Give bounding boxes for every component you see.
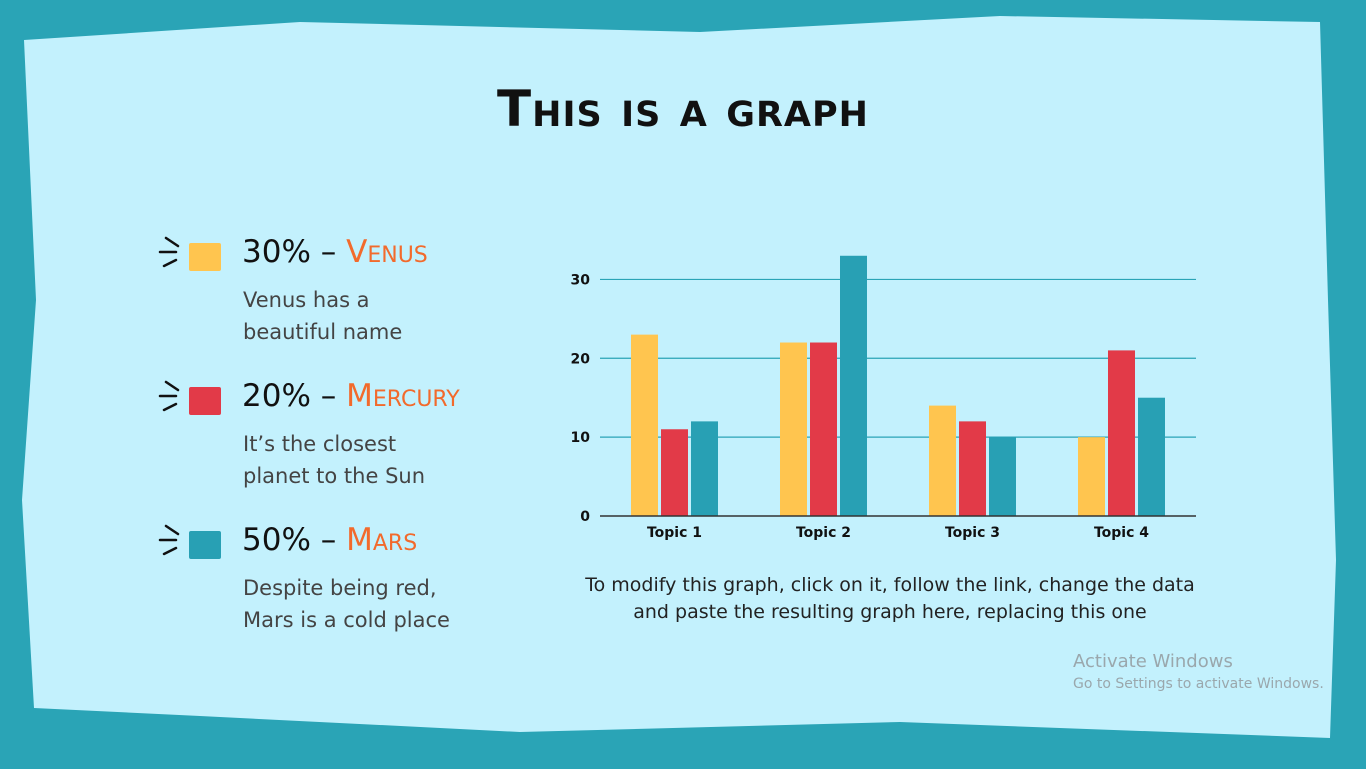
- legend-name: Mercury: [346, 378, 460, 414]
- legend-item-venus: 30% – Venus Venus has a beautiful name: [158, 234, 498, 366]
- x-tick-label: Topic 4: [1094, 525, 1149, 541]
- bar-chart[interactable]: 0 10 20 30 Topic 1 Topic 2 Topic 3 Topic 4: [560, 240, 1210, 550]
- legend-separator: –: [310, 234, 347, 270]
- tick-marks-icon: [158, 236, 180, 268]
- legend-swatch-mercury: [189, 387, 221, 415]
- activate-windows-watermark: Activate Windows Go to Settings to activ…: [1073, 651, 1324, 692]
- bar: [810, 342, 837, 516]
- x-tick-label: Topic 2: [796, 525, 851, 541]
- bar: [1108, 350, 1135, 516]
- legend-separator: –: [310, 522, 347, 558]
- legend-swatch-venus: [189, 243, 221, 271]
- legend-item-mercury: 20% – Mercury It’s the closest planet to…: [158, 378, 498, 510]
- legend-percent: 20%: [242, 378, 311, 414]
- legend-heading-mercury: 20% – Mercury: [242, 378, 460, 414]
- legend-name: Mars: [346, 522, 418, 558]
- legend-name: Venus: [346, 234, 428, 270]
- chart-caption: To modify this graph, click on it, follo…: [585, 574, 1195, 623]
- watermark-title: Activate Windows: [1073, 651, 1233, 672]
- bar: [840, 255, 867, 516]
- y-tick-label: 20: [571, 351, 591, 367]
- legend-heading-mars: 50% – Mars: [242, 522, 417, 558]
- legend-percent: 50%: [242, 522, 311, 558]
- legend-separator: –: [310, 378, 347, 414]
- y-tick-label: 10: [571, 430, 591, 446]
- watermark-subtitle: Go to Settings to activate Windows.: [1073, 676, 1324, 692]
- x-tick-label: Topic 1: [647, 525, 702, 541]
- legend-description-mars: Despite being red, Mars is a cold place: [243, 576, 450, 632]
- legend-percent: 30%: [242, 234, 311, 270]
- bar: [929, 405, 956, 516]
- tick-marks-icon: [158, 380, 180, 412]
- legend-description-mercury: It’s the closest planet to the Sun: [243, 432, 426, 488]
- bar: [661, 429, 688, 516]
- legend-swatch-mars: [189, 531, 221, 559]
- legend-item-mars: 50% – Mars Despite being red, Mars is a …: [158, 522, 498, 654]
- bar: [691, 421, 718, 516]
- bar: [1138, 397, 1165, 516]
- bar: [631, 334, 658, 516]
- tick-marks-icon: [158, 524, 180, 556]
- slide-title: This is a graph: [497, 80, 869, 138]
- y-tick-label: 0: [580, 509, 590, 525]
- bar: [989, 437, 1016, 516]
- legend-description-venus: Venus has a beautiful name: [243, 288, 403, 344]
- bar: [959, 421, 986, 516]
- bar: [1078, 437, 1105, 516]
- x-tick-label: Topic 3: [945, 525, 1000, 541]
- bar: [780, 342, 807, 516]
- y-tick-label: 30: [571, 272, 591, 288]
- legend-heading-venus: 30% – Venus: [242, 234, 428, 270]
